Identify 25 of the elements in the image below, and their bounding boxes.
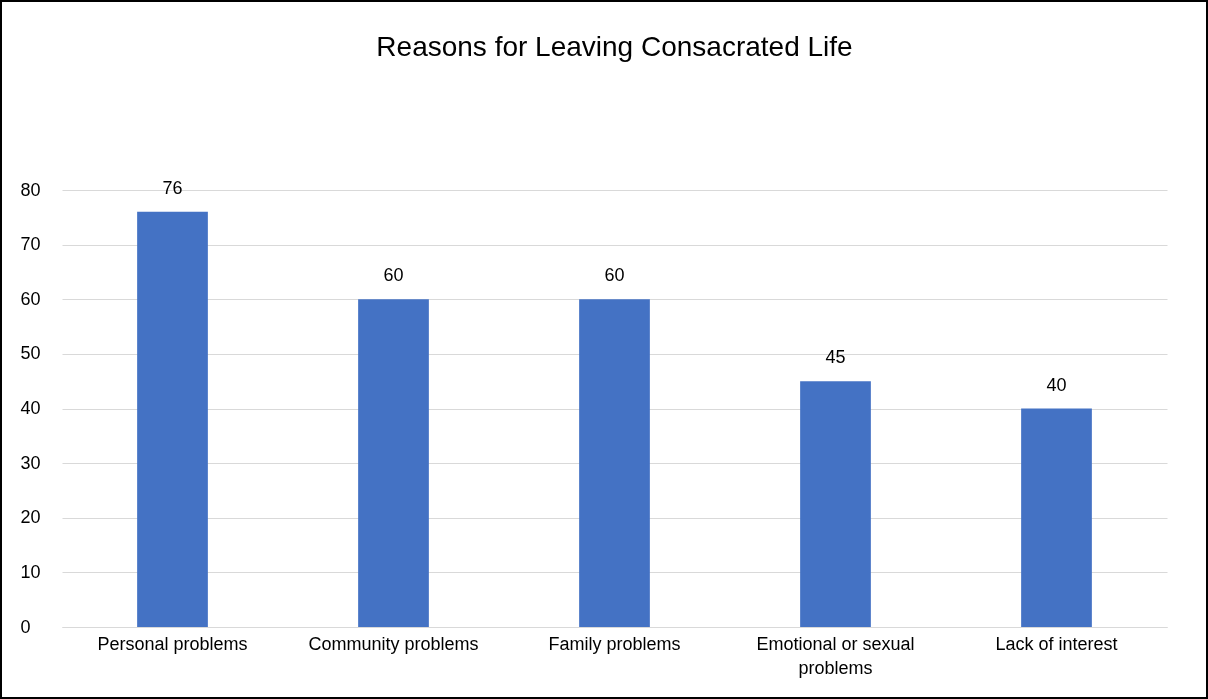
bar xyxy=(579,299,650,627)
bar xyxy=(800,381,871,627)
y-tick-label: 70 xyxy=(20,234,41,255)
bar xyxy=(1021,408,1092,627)
y-tick-label: 30 xyxy=(20,452,41,473)
x-tick-label: Community problems xyxy=(308,633,479,654)
bar xyxy=(358,299,429,627)
data-label: 40 xyxy=(1046,374,1067,395)
x-tick-label: Personal problems xyxy=(97,633,248,654)
y-tick-label: 20 xyxy=(20,507,41,528)
y-tick-label: 50 xyxy=(20,343,41,364)
x-tick-label: Family problems xyxy=(548,633,681,654)
data-label: 45 xyxy=(825,347,846,368)
y-tick-label: 10 xyxy=(20,561,41,582)
data-label: 60 xyxy=(383,265,404,286)
y-tick-label: 80 xyxy=(20,179,41,200)
chart-title: Reasons for Leaving Consacrated Life xyxy=(376,30,853,62)
x-tick-label: Emotional or sexual problems xyxy=(756,633,915,678)
y-tick-label: 0 xyxy=(20,616,31,637)
bar xyxy=(137,211,208,627)
y-tick-label: 40 xyxy=(20,398,41,418)
y-tick-label: 60 xyxy=(20,288,41,309)
data-label: 76 xyxy=(162,177,183,198)
data-label: 60 xyxy=(604,265,625,286)
x-tick-label: Lack of interest xyxy=(995,633,1118,654)
